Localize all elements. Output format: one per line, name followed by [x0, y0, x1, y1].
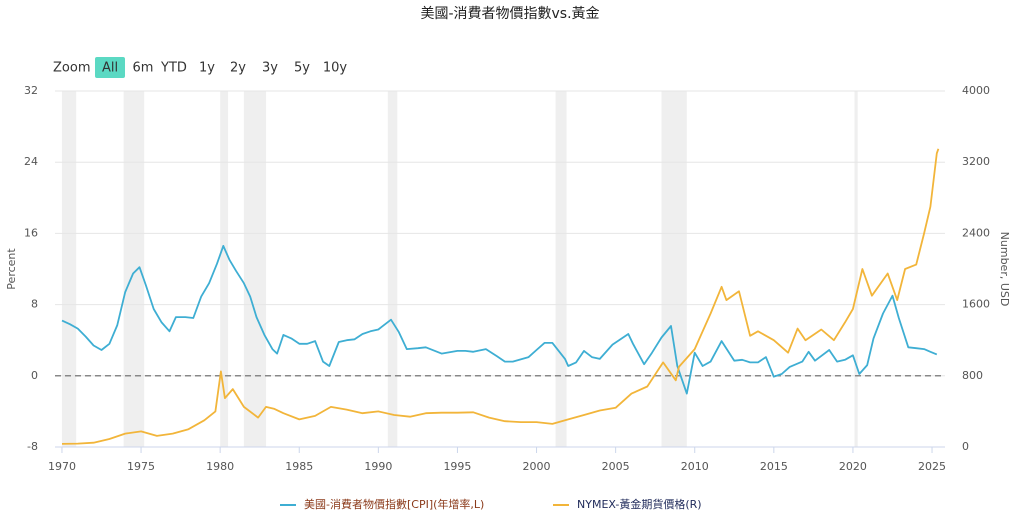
y-tick-label: 32	[24, 84, 38, 97]
recession-band	[854, 91, 858, 447]
y-tick-label: 8	[31, 298, 38, 311]
x-tick-label: 2015	[760, 460, 788, 473]
range-button[interactable]: YTD	[160, 61, 187, 76]
x-tick-label: 1970	[48, 460, 76, 473]
y-tick-label: 16	[24, 226, 38, 239]
x-tick-label: 1975	[127, 460, 155, 473]
y-tick-label: -8	[27, 440, 38, 453]
range-button[interactable]: 6m	[133, 61, 154, 76]
y-axis-label: Percent	[5, 248, 18, 290]
y2-tick-label: 1600	[962, 298, 990, 311]
range-button-active[interactable]	[95, 57, 125, 78]
range-button[interactable]: 1y	[199, 61, 215, 76]
range-button[interactable]: 2y	[230, 61, 246, 76]
range-button[interactable]: 5y	[294, 61, 310, 76]
x-tick-label: 1990	[364, 460, 392, 473]
y2-tick-label: 3200	[962, 155, 990, 168]
legend-label: 美國-消費者物價指數[CPI](年增率,L)	[304, 497, 484, 511]
x-tick-label: 1985	[285, 460, 313, 473]
recession-band	[243, 91, 267, 447]
x-tick-label: 2000	[523, 460, 551, 473]
range-button[interactable]: All	[102, 61, 118, 76]
y-tick-label: 0	[31, 369, 38, 382]
y2-tick-label: 2400	[962, 226, 990, 239]
recession-band	[61, 91, 77, 447]
range-button[interactable]: 3y	[262, 61, 278, 76]
recession-band	[661, 91, 687, 447]
series-line	[61, 148, 940, 445]
y2-axis-label: Number, USD	[998, 232, 1011, 307]
x-tick-label: 1980	[206, 460, 234, 473]
x-tick-label: 2010	[681, 460, 709, 473]
y2-tick-label: 800	[962, 369, 983, 382]
recession-band	[220, 91, 229, 447]
chart-title: 美國-消費者物價指數vs.黃金	[420, 5, 599, 22]
zoom-label: Zoom	[53, 61, 90, 76]
y-tick-label: 24	[24, 155, 38, 168]
recession-band	[123, 91, 145, 447]
y2-tick-label: 0	[962, 440, 969, 453]
series-line	[61, 245, 938, 395]
range-button[interactable]: 10y	[323, 61, 348, 76]
x-tick-label: 1995	[443, 460, 471, 473]
legend-label: NYMEX-黃金期貨價格(R)	[577, 497, 702, 511]
recession-band	[555, 91, 567, 447]
x-tick-label: 2005	[602, 460, 630, 473]
recession-band	[387, 91, 398, 447]
y2-tick-label: 4000	[962, 84, 990, 97]
x-tick-label: 2025	[918, 460, 946, 473]
x-tick-label: 2020	[839, 460, 867, 473]
